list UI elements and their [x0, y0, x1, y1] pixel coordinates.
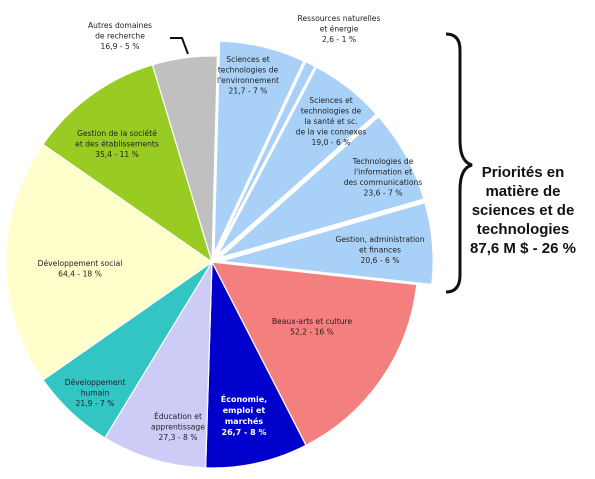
slice-autres-domaines-de-recherche [151, 55, 219, 263]
slice-label-beaux-arts-et-culture: Beaux-arts et culture 52,2 - 16 % [272, 317, 353, 337]
slice-education-et-apprentissage [104, 259, 213, 469]
slice-technologies-de-l-information-et-des-communications [219, 115, 425, 259]
slice-label-economie-emploi-et-marches: Économie, emploi et marchés 26,7 - 8 % [221, 393, 267, 437]
pie-slices [5, 40, 434, 469]
slice-ressources-naturelles-et-energie [215, 60, 316, 255]
slice-label-gestion-de-la-societe-et-des-etablissements: Gestion de la société et des établissemen… [75, 129, 159, 159]
slice-developpement-social [5, 143, 214, 381]
slice-label-gestion-administration-et-finances: Gestion, administration et finances 20,6 -… [335, 235, 424, 265]
pie-labels: Sciences et technologies de l'environnemen… [38, 14, 425, 442]
slice-label-ressources-naturelles-et-energie: Ressources naturelles et énergie 2,6 - 1 % [298, 14, 381, 44]
slice-gestion-de-la-societe-et-des-etablissements [42, 64, 214, 264]
slice-label-sciences-et-technologies-de-l-environnement: Sciences et technologies de l'environnemen… [217, 55, 279, 96]
slice-label-developpement-humain: Développement humain 21,9 - 7 % [65, 378, 126, 408]
slice-beaux-arts-et-culture [210, 261, 418, 447]
curly-brace [445, 32, 473, 294]
slice-label-education-et-apprentissage: Éducation et apprentissage 27,3 - 8 % [151, 412, 205, 442]
leader-line [170, 37, 189, 55]
annotation-text: Priorités en matière de sciences et de tech… [470, 164, 576, 257]
slice-label-autres-domaines-de-recherche: Autres domaines de recherche 16,9 - 5 % [88, 21, 152, 51]
slice-gestion-administration-et-finances [220, 201, 434, 286]
slice-label-developpement-social: Développement social 64,4 - 18 % [38, 259, 123, 279]
priority-annotation: Priorités en matière de sciences et de tech… [470, 164, 576, 257]
slice-sciences-et-technologies-de-la-sante-et-sc-de-la-vie-connexes [217, 66, 378, 256]
slice-economie-emploi-et-marches [205, 261, 307, 469]
slice-label-technologies-de-l-information-et-des-communications: Technologies de l'information et des commu… [344, 157, 423, 198]
slice-sciences-et-technologies-de-l-environnement [213, 40, 305, 254]
slice-label-sciences-et-technologies-de-la-sante-et-sc-de-la-vie-connexes: Sciences et technologies de la santé et sc… [296, 96, 367, 147]
